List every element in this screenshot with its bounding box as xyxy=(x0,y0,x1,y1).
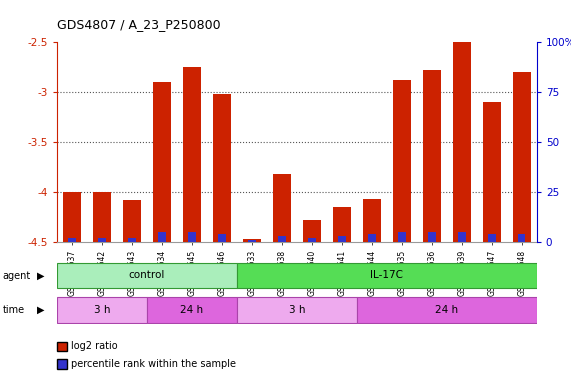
Bar xyxy=(363,199,381,242)
Bar xyxy=(273,174,291,242)
Bar xyxy=(63,192,81,242)
Bar xyxy=(513,72,531,242)
Text: log2 ratio: log2 ratio xyxy=(71,341,118,351)
Text: control: control xyxy=(129,270,165,280)
Text: 24 h: 24 h xyxy=(435,305,459,314)
Bar xyxy=(488,234,496,242)
Bar xyxy=(453,42,471,242)
Bar xyxy=(428,232,436,242)
Text: IL-17C: IL-17C xyxy=(371,270,403,280)
Text: percentile rank within the sample: percentile rank within the sample xyxy=(71,359,236,369)
Bar xyxy=(518,234,525,242)
Bar xyxy=(153,82,171,242)
Bar xyxy=(333,207,351,242)
Bar xyxy=(398,232,405,242)
Text: time: time xyxy=(3,305,25,315)
Text: 24 h: 24 h xyxy=(180,305,203,314)
Bar xyxy=(98,238,106,242)
Bar xyxy=(188,232,196,242)
Text: 3 h: 3 h xyxy=(289,305,305,314)
Bar xyxy=(237,263,537,288)
Bar xyxy=(368,234,376,242)
Bar xyxy=(482,102,501,242)
Bar xyxy=(237,297,357,323)
Text: agent: agent xyxy=(3,271,31,281)
Bar xyxy=(183,67,201,242)
Bar xyxy=(278,236,286,242)
Text: GDS4807 / A_23_P250800: GDS4807 / A_23_P250800 xyxy=(57,18,221,31)
Bar xyxy=(243,239,261,242)
Bar xyxy=(128,238,136,242)
Bar xyxy=(423,70,441,242)
Bar xyxy=(158,232,166,242)
Text: 3 h: 3 h xyxy=(94,305,110,314)
Bar xyxy=(248,240,256,242)
Bar xyxy=(69,238,76,242)
Bar xyxy=(458,232,465,242)
Bar xyxy=(218,234,226,242)
Bar xyxy=(147,297,237,323)
Bar xyxy=(93,192,111,242)
Bar xyxy=(123,200,141,242)
Text: ▶: ▶ xyxy=(37,271,45,281)
Bar xyxy=(338,236,345,242)
Bar xyxy=(357,297,537,323)
Bar xyxy=(308,238,316,242)
Bar xyxy=(57,263,237,288)
Bar xyxy=(213,94,231,242)
Bar xyxy=(393,80,411,242)
Bar xyxy=(57,297,147,323)
Bar xyxy=(303,220,321,242)
Text: ▶: ▶ xyxy=(37,305,45,315)
